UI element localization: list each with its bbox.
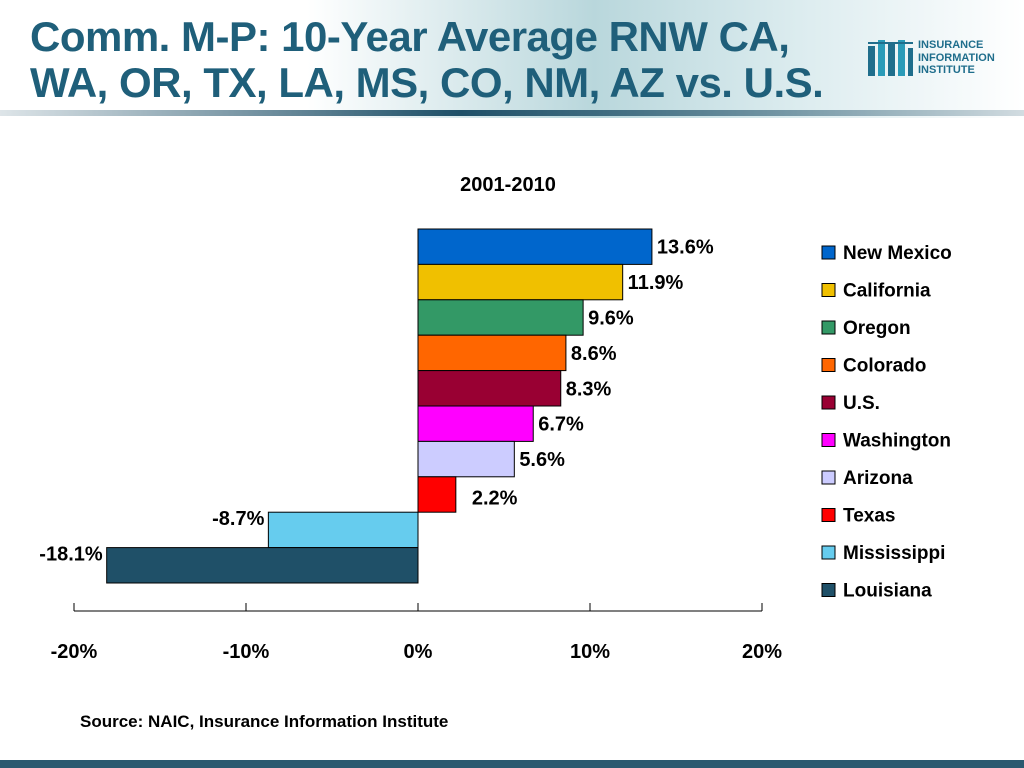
legend-item-washington: Washington [821,431,951,452]
legend-item-texas: Texas [821,506,895,527]
logo-line-3: INSTITUTE [918,64,975,76]
iii-logo-mark-icon [868,40,913,76]
bar-mississippi [267,511,419,549]
bar-oregon [417,299,584,336]
legend-label: Mississippi [843,543,945,564]
bar-label-california: 11.9% [628,272,684,294]
legend-label: Washington [843,431,951,452]
header-band [0,0,1024,118]
legend-swatch [821,283,836,297]
bar-label-mississippi: -8.7% [212,508,264,530]
bar-louisiana [106,547,419,584]
slide-title: Comm. M-P: 10-Year Average RNW CA, WA, O… [30,13,824,106]
legend-label: Arizona [843,468,913,489]
bar-new-mexico [417,228,653,265]
x-tick-label: -10% [223,641,270,663]
x-tick-label: 20% [742,641,782,663]
bar-label-oregon: 9.6% [588,308,634,330]
x-tick-label: 10% [570,641,610,663]
bar-label-texas: 2.2% [472,488,518,510]
bar-california [417,263,624,301]
chart-title: 2001-2010 [460,174,556,196]
bar-colorado [417,334,567,372]
x-tick-label: 0% [404,641,433,663]
legend-item-colorado: Colorado [821,356,926,377]
header-divider [0,110,1024,116]
legend-item-mississippi: Mississippi [821,543,945,564]
iii-logo: INSURANCE INFORMATION INSTITUTE [868,38,1018,80]
legend-label: New Mexico [843,243,952,264]
legend-label: Texas [843,506,895,527]
legend-item-arizona: Arizona [821,468,913,489]
bar-arizona [417,440,515,478]
legend-swatch [821,508,836,522]
legend-swatch [821,320,836,335]
legend-label: California [843,281,931,302]
bar-label-colorado: 8.6% [571,343,617,365]
legend-item-louisiana: Louisiana [821,581,932,602]
legend-swatch [821,545,836,560]
legend: New Mexico California Oregon Colorado U.S. Wa… [821,243,952,602]
slide-title-line-2: WA, OR, TX, LA, MS, CO, NM, AZ vs. U.S. [30,59,824,106]
source-note: Source: NAIC, Insurance Information Inst… [80,712,448,731]
bar-washington [417,405,534,442]
legend-item-oregon: Oregon [821,318,911,339]
bar-label-u-s: 8.3% [566,378,612,400]
logo-line-1: INSURANCE [918,39,984,51]
legend-item-california: California [821,281,931,302]
x-axis: -20% -10% 0% 10% 20% [51,603,782,663]
legend-swatch [821,245,836,260]
slide-title-line-1: Comm. M-P: 10-Year Average RNW CA, [30,13,790,60]
bar-group [106,228,653,584]
x-tick-label: -20% [51,641,98,663]
iii-logo-text: INSURANCE INFORMATION INSTITUTE [918,39,995,77]
legend-item-u-s: U.S. [821,393,880,414]
legend-label: U.S. [843,393,880,414]
bar-label-new-mexico: 13.6% [657,237,714,259]
bar-label-arizona: 5.6% [519,449,565,471]
footer-bar [0,760,1024,768]
legend-label: Louisiana [843,581,932,602]
bar-label-louisiana: -18.1% [39,543,103,565]
logo-line-2: INFORMATION [918,51,995,64]
legend-swatch [821,470,836,485]
legend-label: Colorado [843,356,926,377]
legend-label: Oregon [843,318,911,339]
legend-swatch [821,433,836,447]
bar-texas [417,476,457,513]
legend-swatch [821,583,836,597]
bar-u-s [417,370,562,407]
legend-item-new-mexico: New Mexico [821,243,952,264]
bar-label-washington: 6.7% [538,414,584,436]
bar-label-group: 13.6% 11.9% 9.6% 8.6% 8.3% 6.7% 5.6%2.2% -8.7% -… [39,237,714,566]
legend-swatch [821,358,836,372]
legend-swatch [821,395,836,410]
